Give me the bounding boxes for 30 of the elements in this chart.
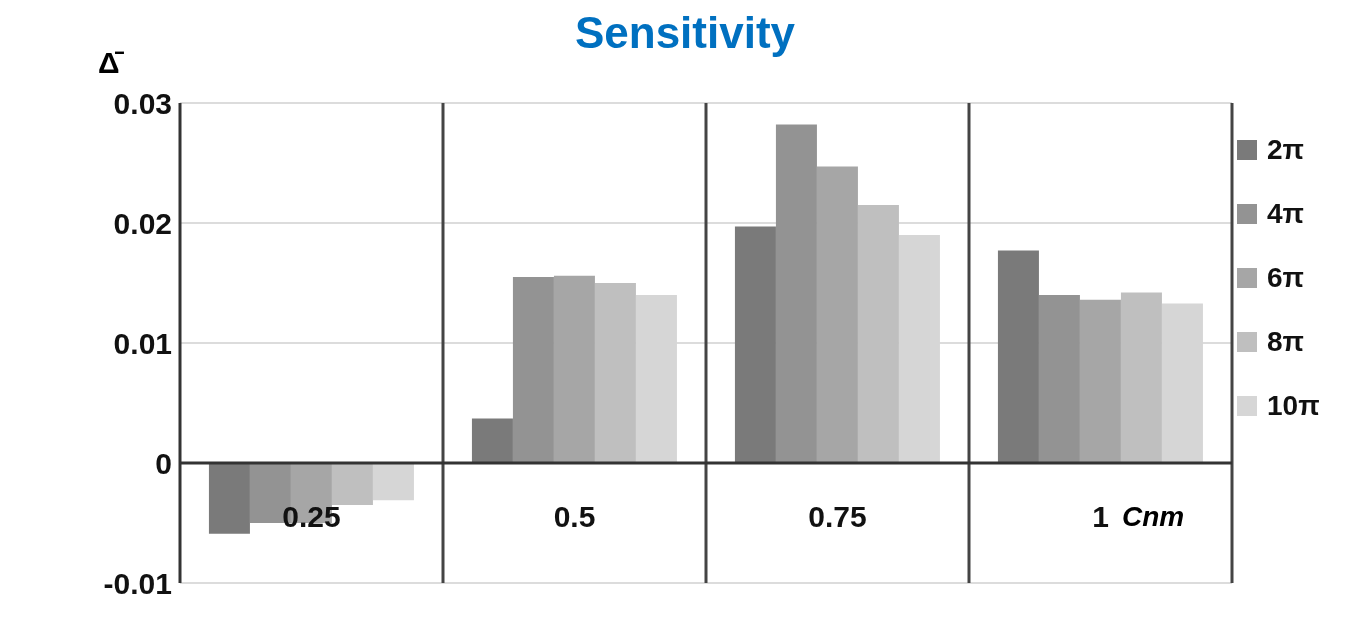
bar bbox=[816, 166, 858, 463]
legend-label: 4π bbox=[1267, 198, 1305, 230]
x-axis-title: Cnm bbox=[1122, 501, 1185, 533]
bar bbox=[1038, 295, 1080, 463]
chart-title: Sensitivity bbox=[574, 8, 796, 57]
legend-label: 2π bbox=[1267, 134, 1305, 166]
y-tick-label: 0.03 bbox=[113, 86, 172, 120]
bar bbox=[471, 418, 513, 463]
bar bbox=[208, 463, 250, 534]
bar bbox=[1079, 299, 1121, 463]
bar bbox=[331, 463, 373, 505]
legend-label: 8π bbox=[1267, 326, 1305, 358]
bar bbox=[775, 124, 817, 463]
bar bbox=[553, 275, 595, 463]
x-tick-label: 1 bbox=[1092, 500, 1109, 533]
y-tick-label: 0.01 bbox=[113, 326, 172, 360]
x-tick-label: 0.75 bbox=[808, 500, 867, 533]
legend-label: 10π bbox=[1267, 390, 1320, 422]
legend-label: 6π bbox=[1267, 262, 1305, 294]
y-tick-label: -0.01 bbox=[103, 566, 172, 600]
bar bbox=[857, 205, 899, 463]
bar bbox=[372, 463, 414, 501]
y-tick-label: 0.02 bbox=[113, 206, 172, 240]
bar bbox=[512, 277, 554, 463]
bar bbox=[594, 283, 636, 463]
bar bbox=[997, 250, 1039, 463]
y-tick-label: 0 bbox=[155, 446, 172, 480]
bar bbox=[1120, 292, 1162, 463]
x-tick-label: 0.5 bbox=[553, 500, 596, 533]
bar bbox=[734, 226, 776, 463]
